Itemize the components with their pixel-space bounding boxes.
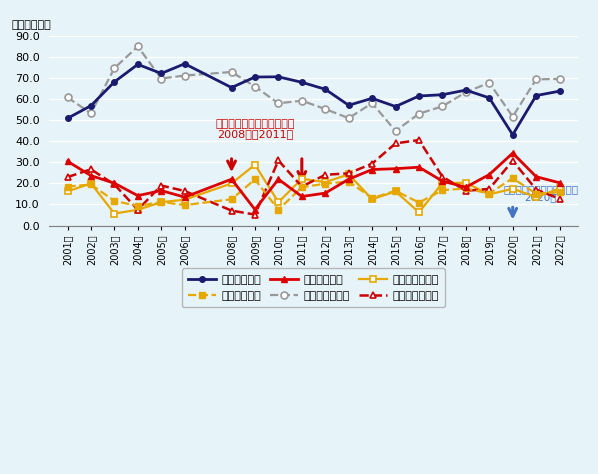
Text: 2020年: 2020年 xyxy=(524,192,557,202)
Text: 2008年、2011年: 2008年、2011年 xyxy=(217,129,293,139)
Text: （単位：％）: （単位：％） xyxy=(12,20,51,30)
Text: コモディティー価格ボトム: コモディティー価格ボトム xyxy=(504,184,578,194)
Legend: 中南米：黒字, 中南米：均衡, 中南米：赤字, ブラジル：黒字, ブラジル：均衡, ブラジル：赤字: 中南米：黒字, 中南米：均衡, 中南米：赤字, ブラジル：黒字, ブラジル：均衡… xyxy=(182,268,446,307)
Text: コモディティー価格ピーク: コモディティー価格ピーク xyxy=(215,118,295,128)
